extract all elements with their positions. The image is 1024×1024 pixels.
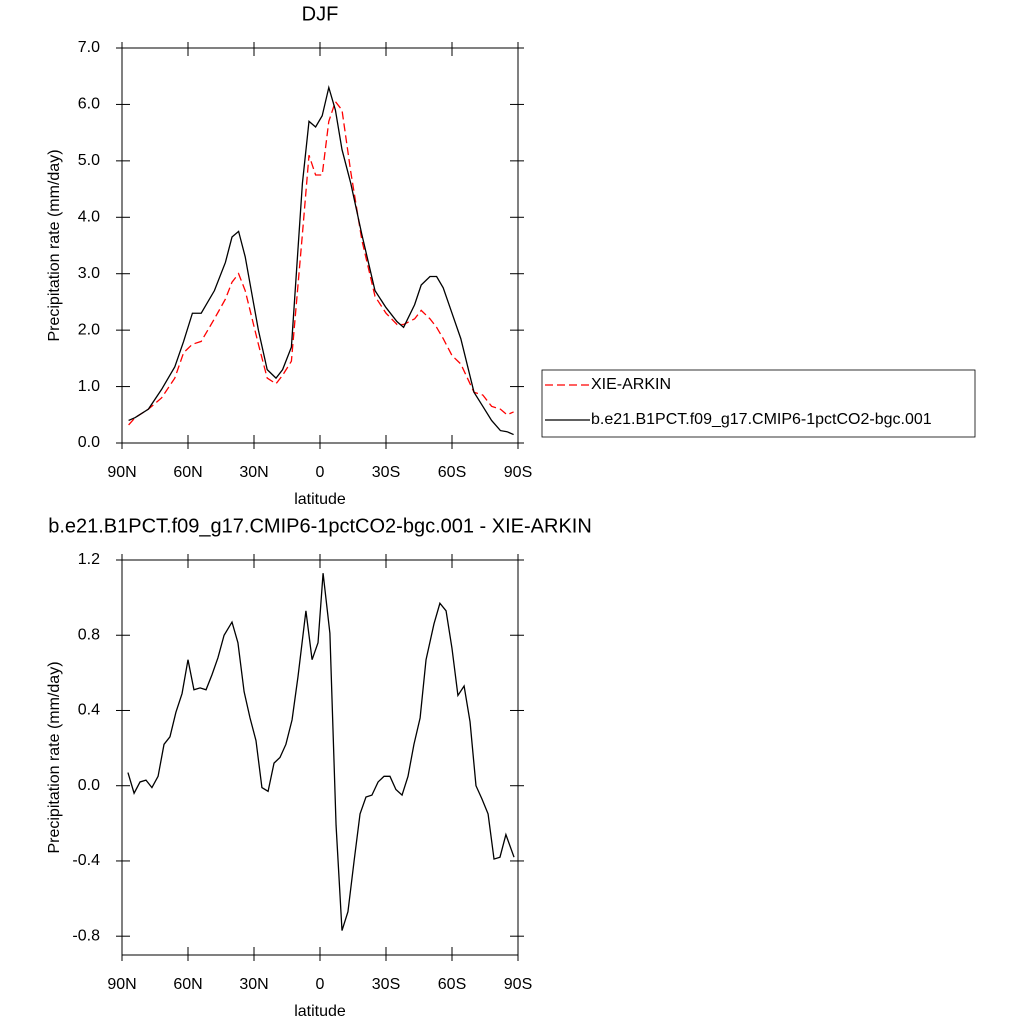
x-tick-label: 90S [504, 976, 532, 993]
x-tick-label: 60S [438, 464, 466, 481]
x-tick-label: 30N [239, 464, 268, 481]
y-tick-label: 1.0 [78, 378, 100, 395]
legend-label: XIE-ARKIN [591, 376, 671, 393]
x-tick-label: 60N [173, 464, 202, 481]
y-axis-label: Precipitation rate (mm/day) [46, 661, 63, 853]
x-axis-label: latitude [294, 491, 346, 508]
x-axis-label: latitude [294, 1003, 346, 1020]
chart-title: b.e21.B1PCT.f09_g17.CMIP6-1pctCO2-bgc.00… [48, 515, 592, 537]
x-tick-label: 90S [504, 464, 532, 481]
y-tick-label: 4.0 [78, 209, 100, 226]
x-tick-label: 30N [239, 976, 268, 993]
x-tick-label: 90N [107, 464, 136, 481]
y-tick-label: 0.0 [78, 434, 100, 451]
legend-label: b.e21.B1PCT.f09_g17.CMIP6-1pctCO2-bgc.00… [591, 411, 932, 428]
x-tick-label: 30S [372, 464, 400, 481]
x-tick-label: 90N [107, 976, 136, 993]
y-tick-label: 7.0 [78, 39, 100, 56]
data-line [127, 573, 515, 931]
x-tick-label: 0 [316, 976, 325, 993]
y-tick-label: 0.0 [78, 777, 100, 794]
y-tick-label: 0.8 [78, 626, 100, 643]
y-tick-label: 0.4 [78, 702, 100, 719]
x-tick-label: 30S [372, 976, 400, 993]
chart-title: DJF [302, 3, 339, 25]
y-tick-label: 6.0 [78, 96, 100, 113]
y-tick-label: -0.4 [72, 852, 100, 869]
x-tick-label: 60S [438, 976, 466, 993]
y-tick-label: 1.2 [78, 551, 100, 568]
y-tick-label: 5.0 [78, 152, 100, 169]
x-tick-label: 0 [316, 464, 325, 481]
data-line [128, 100, 514, 426]
y-axis-label: Precipitation rate (mm/day) [46, 149, 63, 341]
legend-box [541, 369, 976, 438]
plot-frame [121, 47, 519, 444]
x-tick-label: 60N [173, 976, 202, 993]
y-tick-label: 3.0 [78, 265, 100, 282]
data-line [128, 84, 514, 436]
y-tick-label: -0.8 [72, 927, 100, 944]
y-tick-label: 2.0 [78, 321, 100, 338]
